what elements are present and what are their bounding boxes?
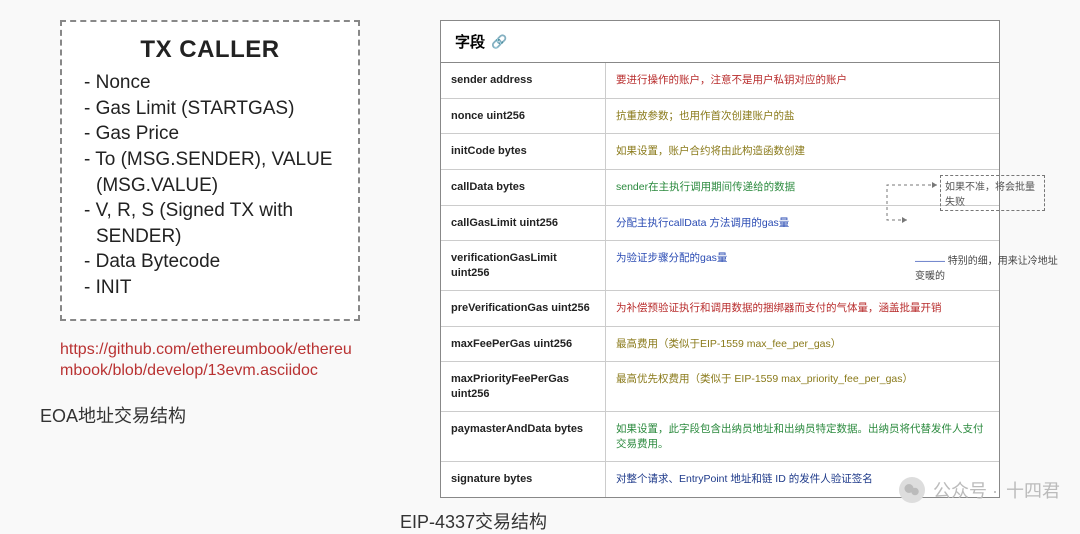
table-row: maxPriorityFeePerGas uint256最高优先权费用（类似于 … [441,362,999,412]
header-label: 字段 [455,31,485,52]
field-name: maxFeePerGas uint256 [441,327,606,362]
field-name: callGasLimit uint256 [441,206,606,241]
source-link[interactable]: https://github.com/ethereumbook/ethereum… [60,339,360,382]
table-row: paymasterAndData bytes如果设置，此字段包含出纳员地址和出纳… [441,412,999,462]
field-desc: 最高优先权费用（类似于 EIP-1559 max_priority_fee_pe… [606,362,999,411]
field-name: callData bytes [441,170,606,205]
tx-item: - Nonce [84,70,336,96]
watermark-name: 十四君 [1006,477,1060,503]
link-icon: 🔗 [491,34,507,50]
field-desc: 要进行操作的账户，注意不是用户私钥对应的账户 [606,63,999,98]
field-name: signature bytes [441,462,606,497]
field-name: paymasterAndData bytes [441,412,606,461]
field-name: sender address [441,63,606,98]
tx-item: - V, R, S (Signed TX with SENDER) [84,198,336,249]
tx-caller-title: TX CALLER [84,36,336,64]
table-row: initCode bytes如果设置，账户合约将由此构造函数创建 [441,134,999,170]
field-name: nonce uint256 [441,99,606,134]
left-caption: EOA地址交易结构 [40,402,410,428]
tx-caller-box: TX CALLER - Nonce - Gas Limit (STARTGAS)… [60,20,360,321]
tx-item: - Gas Price [84,121,336,147]
tx-item: - To (MSG.SENDER), VALUE (MSG.VALUE) [84,147,336,198]
field-name: initCode bytes [441,134,606,169]
wechat-icon [899,477,925,503]
table-row: preVerificationGas uint256为补偿预验证执行和调用数据的… [441,291,999,327]
source-url-text: https://github.com/ethereumbook/ethereum… [60,341,352,380]
table-header: 字段 🔗 [441,21,999,63]
left-column: TX CALLER - Nonce - Gas Limit (STARTGAS)… [30,20,410,503]
field-desc: 为补偿预验证执行和调用数据的捆绑器而支付的气体量，涵盖批量开销 [606,291,999,326]
right-column: 字段 🔗 sender address要进行操作的账户，注意不是用户私钥对应的账… [440,20,1050,503]
watermark-prefix: 公众号 · [933,477,998,503]
tx-item: - Gas Limit (STARTGAS) [84,96,336,122]
table-row: sender address要进行操作的账户，注意不是用户私钥对应的账户 [441,63,999,99]
watermark: 公众号 · 十四君 [899,477,1060,503]
field-desc: 如果设置，账户合约将由此构造函数创建 [606,134,999,169]
right-caption: EIP-4337交易结构 [400,508,1050,534]
field-name: maxPriorityFeePerGas uint256 [441,362,606,411]
tx-caller-list: - Nonce - Gas Limit (STARTGAS) - Gas Pri… [84,70,336,301]
table-row: maxFeePerGas uint256最高费用（类似于EIP-1559 max… [441,327,999,363]
field-desc: 最高费用（类似于EIP-1559 max_fee_per_gas） [606,327,999,362]
field-name: verificationGasLimit uint256 [441,241,606,290]
table-row: nonce uint256抗重放参数；也用作首次创建账户的盐 [441,99,999,135]
field-desc: 抗重放参数；也用作首次创建账户的盐 [606,99,999,134]
field-name: preVerificationGas uint256 [441,291,606,326]
tx-item: - Data Bytecode [84,249,336,275]
tx-item: - INIT [84,275,336,301]
annotation-note-1: 如果不准，将会批量失败 [940,175,1045,211]
field-desc: 如果设置，此字段包含出纳员地址和出纳员特定数据。出纳员将代替发件人支付交易费用。 [606,412,999,461]
annotation-note-2: ——— 特别的细，用来让冷地址变暖的 [915,252,1065,282]
arrow-icon [882,180,942,230]
